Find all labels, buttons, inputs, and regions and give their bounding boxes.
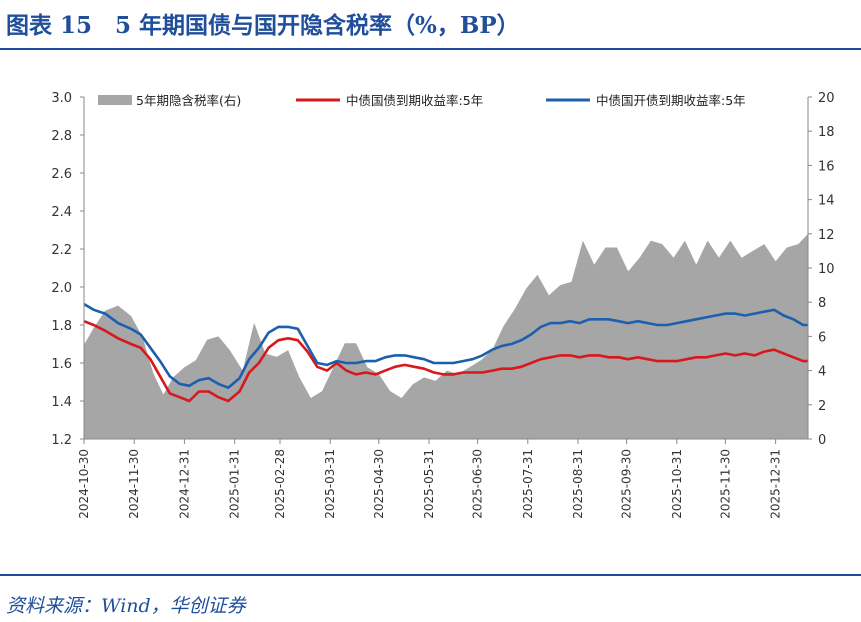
x-tick-label: 2025-04-30 (372, 449, 386, 519)
y-tick-label-left: 1.2 (51, 433, 72, 448)
legend-label-area: 5年期隐含税率(右) (136, 93, 241, 108)
y-tick-label-left: 1.4 (51, 395, 72, 410)
legend: 5年期隐含税率(右) 中债国债到期收益率:5年 中债国开债到期收益率:5年 (98, 93, 746, 108)
y-tick-label-left: 1.8 (51, 319, 72, 334)
title-rule (0, 48, 861, 50)
x-tick-label: 2025-03-31 (323, 449, 337, 519)
y-tick-label-right: 8 (818, 296, 826, 311)
y-tick-label-left: 3.0 (51, 91, 72, 106)
y-tick-label-left: 2.6 (51, 167, 72, 182)
y-tick-label-left: 2.2 (51, 243, 72, 258)
x-tick-label: 2025-05-31 (422, 449, 436, 519)
x-tick-label: 2025-12-31 (769, 449, 783, 519)
y-tick-label-right: 0 (818, 433, 826, 448)
y-tick-label-right: 20 (818, 91, 835, 106)
y-tick-label-right: 16 (818, 159, 835, 174)
x-tick-label: 2025-01-31 (228, 449, 242, 519)
figure-title: 图表 15 5 年期国债与国开隐含税率（%，BP） (6, 12, 520, 39)
y-tick-label-right: 6 (818, 330, 826, 345)
y-tick-label-right: 18 (818, 125, 835, 140)
x-tick-label: 2024-12-31 (177, 449, 191, 519)
x-tick-label: 2025-02-28 (273, 449, 287, 519)
x-tick-label: 2024-11-30 (127, 449, 141, 519)
y-tick-label-left: 2.4 (51, 205, 72, 220)
chart: 3.02.82.62.42.22.01.81.61.41.22018161412… (51, 91, 835, 519)
x-tick-label: 2025-08-31 (571, 449, 585, 519)
y-tick-label-right: 2 (818, 399, 826, 414)
y-tick-label-right: 4 (818, 365, 826, 380)
series-area-implied-tax-rate (84, 233, 808, 439)
series-line-cgb-5y (83, 319, 808, 403)
y-tick-label-right: 14 (818, 194, 835, 209)
x-tick-label: 2025-07-31 (521, 449, 535, 519)
y-tick-label-left: 2.8 (51, 129, 72, 144)
series-line-cdb-5y (83, 302, 808, 390)
source-rule (0, 574, 861, 576)
y-tick-label-right: 10 (818, 262, 835, 277)
x-tick-label: 2025-10-31 (670, 449, 684, 519)
legend-label-blue: 中债国开债到期收益率:5年 (596, 93, 746, 108)
x-tick-label: 2024-10-30 (77, 449, 91, 519)
source-note: 资料来源：Wind，华创证券 (6, 595, 246, 617)
x-tick-label: 2025-11-30 (718, 449, 732, 519)
x-tick-label: 2025-06-30 (471, 449, 485, 519)
y-tick-label-right: 12 (818, 228, 835, 243)
x-tick-label: 2025-09-30 (620, 449, 634, 519)
legend-label-red: 中债国债到期收益率:5年 (346, 93, 483, 108)
y-tick-label-left: 1.6 (51, 357, 72, 372)
y-tick-label-left: 2.0 (51, 281, 72, 296)
legend-swatch-area (98, 95, 132, 105)
